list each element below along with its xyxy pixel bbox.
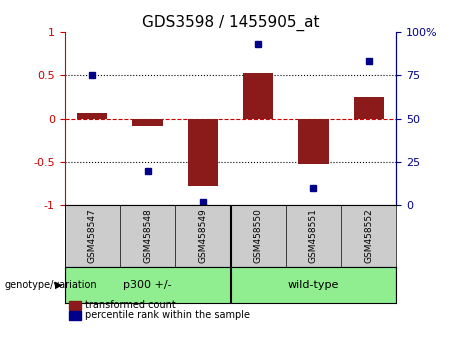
Text: GSM458552: GSM458552 xyxy=(364,209,373,263)
Bar xyxy=(77,113,107,119)
Text: GSM458548: GSM458548 xyxy=(143,209,152,263)
Title: GDS3598 / 1455905_at: GDS3598 / 1455905_at xyxy=(142,14,319,30)
Bar xyxy=(188,119,218,186)
Bar xyxy=(354,97,384,119)
Text: wild-type: wild-type xyxy=(288,280,339,290)
Text: percentile rank within the sample: percentile rank within the sample xyxy=(85,310,250,320)
Text: genotype/variation: genotype/variation xyxy=(5,280,97,290)
Bar xyxy=(298,119,329,164)
Bar xyxy=(132,119,163,126)
Text: GSM458549: GSM458549 xyxy=(198,209,207,263)
Text: transformed count: transformed count xyxy=(85,300,176,310)
Text: GSM458551: GSM458551 xyxy=(309,209,318,263)
Text: ▶: ▶ xyxy=(55,280,62,290)
Bar xyxy=(243,74,273,119)
Bar xyxy=(230,267,396,303)
Text: p300 +/-: p300 +/- xyxy=(123,280,172,290)
Text: GSM458550: GSM458550 xyxy=(254,209,263,263)
Text: GSM458547: GSM458547 xyxy=(88,209,97,263)
Bar xyxy=(65,267,230,303)
